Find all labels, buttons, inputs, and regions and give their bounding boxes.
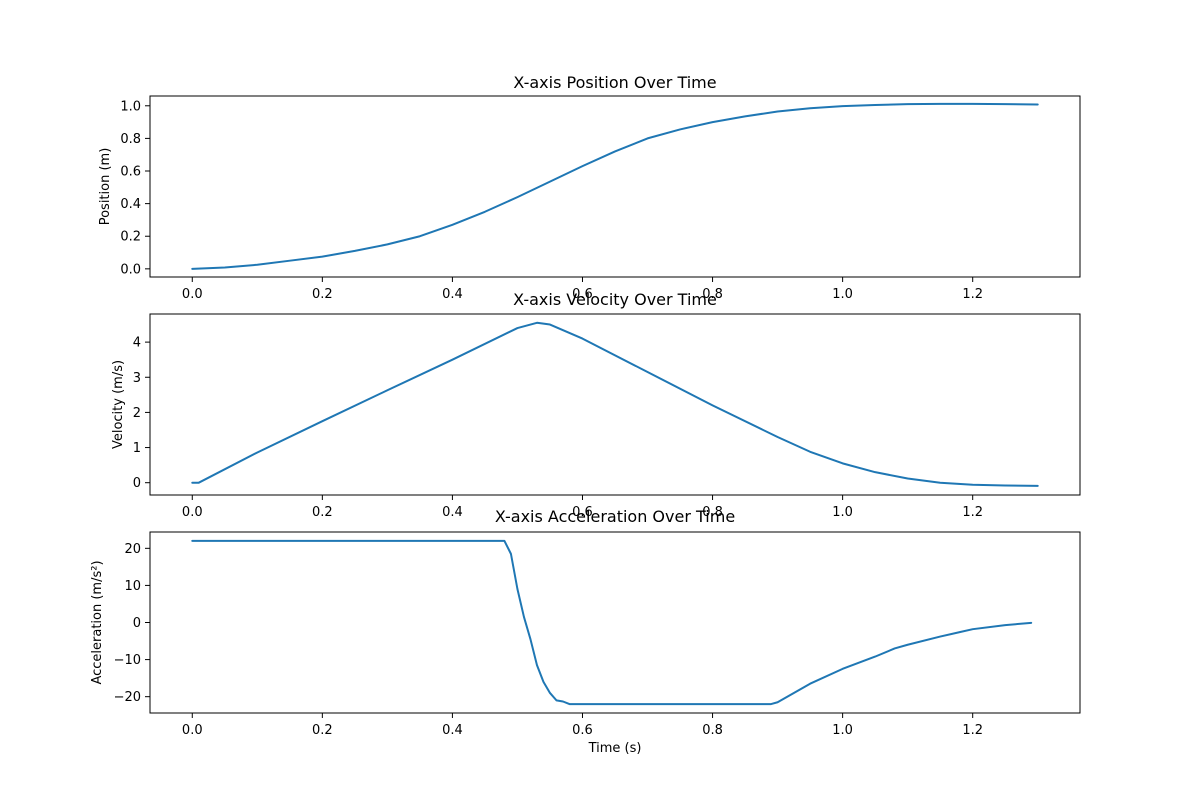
y-tick-label: 0.2 bbox=[120, 230, 141, 245]
subplot-acceleration: X-axis Acceleration Over Time Accelerati… bbox=[90, 507, 1081, 756]
plot-frame bbox=[149, 95, 1081, 278]
y-tick-label: −20 bbox=[114, 690, 141, 705]
x-tick-label: 1.2 bbox=[962, 723, 983, 738]
position-series-line bbox=[191, 102, 1039, 270]
subplot-title: X-axis Acceleration Over Time bbox=[495, 507, 735, 526]
x-tick-label: 0.4 bbox=[442, 723, 463, 738]
plot-frame bbox=[149, 531, 1081, 714]
subplot-title: X-axis Position Over Time bbox=[513, 73, 716, 92]
x-tick-label: 0.8 bbox=[702, 287, 723, 302]
subplot-position: X-axis Position Over Time Position (m) 0… bbox=[98, 73, 1081, 302]
y-tick-label: 0 bbox=[133, 476, 141, 491]
y-tick-label: 20 bbox=[124, 542, 141, 557]
x-tick-label: 0.0 bbox=[182, 287, 203, 302]
y-axis-ticks: −20 −10 0 10 20 bbox=[114, 542, 150, 705]
x-tick-label: 0.2 bbox=[312, 287, 333, 302]
x-tick-label: 1.2 bbox=[962, 287, 983, 302]
y-tick-label: 0.8 bbox=[120, 132, 141, 147]
y-tick-label: 1.0 bbox=[120, 99, 141, 114]
x-axis-ticks: 0.0 0.2 0.4 0.6 0.8 1.0 1.2 bbox=[182, 277, 983, 302]
x-tick-label: 0.2 bbox=[312, 723, 333, 738]
plot-frame bbox=[149, 313, 1081, 496]
y-tick-label: 0 bbox=[133, 616, 141, 631]
y-tick-label: 3 bbox=[133, 371, 141, 386]
subplot-velocity: X-axis Velocity Over Time Velocity (m/s)… bbox=[111, 290, 1081, 520]
y-tick-label: 2 bbox=[133, 406, 141, 421]
y-axis-ticks: 0 1 2 3 4 bbox=[133, 336, 150, 491]
y-tick-label: −10 bbox=[114, 653, 141, 668]
x-tick-label: 1.2 bbox=[962, 505, 983, 520]
x-tick-label: 0.0 bbox=[182, 723, 203, 738]
x-axis-label: Time (s) bbox=[588, 741, 642, 756]
y-axis-label: Velocity (m/s) bbox=[111, 360, 126, 449]
x-tick-label: 1.0 bbox=[832, 723, 853, 738]
subplot-title: X-axis Velocity Over Time bbox=[513, 290, 717, 309]
x-tick-label: 0.8 bbox=[702, 723, 723, 738]
x-tick-label: 0.6 bbox=[572, 505, 593, 520]
y-tick-label: 0.6 bbox=[120, 165, 141, 180]
x-tick-label: 0.2 bbox=[312, 505, 333, 520]
y-tick-label: 1 bbox=[133, 441, 141, 456]
acceleration-series-line bbox=[191, 539, 1033, 706]
x-tick-label: 0.6 bbox=[572, 287, 593, 302]
x-tick-label: 1.0 bbox=[832, 287, 853, 302]
x-axis-ticks: 0.0 0.2 0.4 0.6 0.8 1.0 1.2 bbox=[182, 495, 983, 520]
x-tick-label: 0.4 bbox=[442, 505, 463, 520]
x-tick-label: 0.0 bbox=[182, 505, 203, 520]
y-tick-label: 0.0 bbox=[120, 262, 141, 277]
y-axis-label: Acceleration (m/s²) bbox=[90, 560, 105, 684]
y-tick-label: 4 bbox=[133, 336, 141, 351]
x-tick-label: 1.0 bbox=[832, 505, 853, 520]
x-tick-label: 0.8 bbox=[702, 505, 723, 520]
y-tick-label: 0.4 bbox=[120, 197, 141, 212]
velocity-series-line bbox=[191, 321, 1039, 487]
y-axis-label: Position (m) bbox=[98, 148, 113, 226]
y-tick-label: 10 bbox=[124, 579, 141, 594]
x-tick-label: 0.6 bbox=[572, 723, 593, 738]
y-axis-ticks: 0.0 0.2 0.4 0.6 0.8 1.0 bbox=[120, 99, 150, 277]
x-tick-label: 0.4 bbox=[442, 287, 463, 302]
x-axis-ticks: 0.0 0.2 0.4 0.6 0.8 1.0 1.2 bbox=[182, 713, 983, 738]
